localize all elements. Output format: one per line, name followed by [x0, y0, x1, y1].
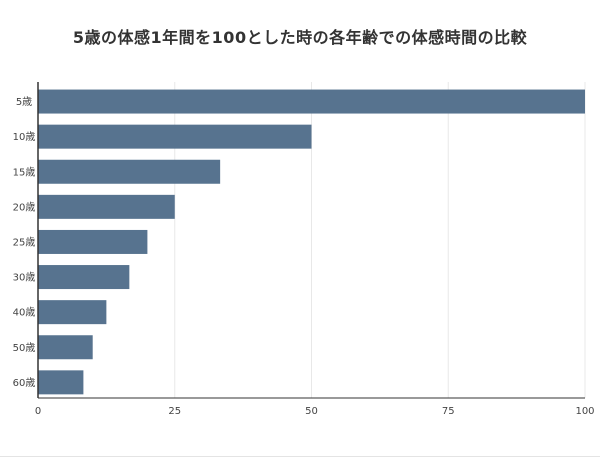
bar-5 — [38, 229, 148, 254]
bar-4 — [38, 194, 175, 219]
y-tick-label-9: 60歳 — [13, 377, 36, 389]
x-tick-label-50: 50 — [305, 406, 318, 417]
bars — [38, 89, 585, 395]
chart-title: 5歳の体感1年間を100とした時の各年齢での体感時間の比較 — [72, 28, 528, 47]
y-tick-label-4: 20歳 — [13, 201, 36, 213]
bar-2 — [38, 124, 312, 149]
bar-6 — [38, 265, 130, 290]
y-tick-label-2: 10歳 — [13, 131, 36, 143]
bar-1 — [38, 89, 585, 114]
bar-8 — [38, 335, 93, 360]
y-tick-label-6: 30歳 — [13, 272, 36, 284]
bottom-divider — [0, 456, 600, 457]
y-tick-label-7: 40歳 — [13, 307, 36, 319]
bar-7 — [38, 300, 107, 325]
x-tick-label-0: 0 — [35, 406, 41, 417]
bar-3 — [38, 159, 221, 184]
y-tick-label-5: 25歳 — [13, 236, 36, 248]
y-tick-label-3: 15歳 — [13, 166, 36, 178]
x-tick-label-75: 75 — [442, 406, 455, 417]
x-tick-label-100: 100 — [575, 406, 594, 417]
y-tick-label-1: 5歳 — [16, 96, 32, 108]
axes — [37, 82, 585, 399]
x-tick-label-25: 25 — [168, 406, 181, 417]
tick-labels: 0 25 50 75 100 5歳 10歳 15歳 20歳 25歳 30歳 40歳 50歳 60歳 — [13, 96, 595, 417]
y-tick-label-8: 50歳 — [13, 342, 36, 354]
bar-9 — [38, 370, 84, 395]
